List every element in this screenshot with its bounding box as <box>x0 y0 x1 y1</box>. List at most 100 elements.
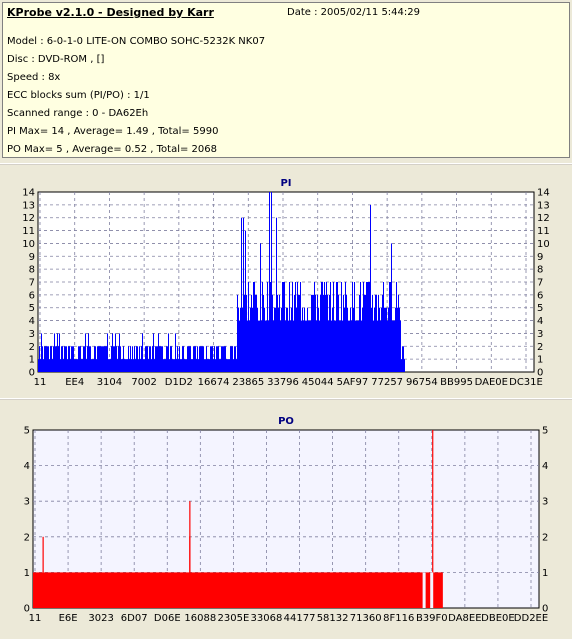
pi-bar <box>113 346 114 372</box>
y-tick-label-left: 10 <box>22 239 35 250</box>
pi-bar <box>343 294 344 372</box>
pi-bar <box>279 294 280 372</box>
pi-bar <box>275 307 276 372</box>
pi-bar <box>356 320 357 372</box>
pi-bar <box>377 320 378 372</box>
pi-bar <box>173 359 174 372</box>
pi-bar <box>373 320 374 372</box>
y-tick-label-left: 11 <box>22 226 35 237</box>
x-tick-label: 16674 <box>198 377 230 388</box>
pi-bar <box>259 320 260 372</box>
pi-bar <box>283 282 284 372</box>
pi-bar <box>83 346 84 372</box>
pi-bar <box>142 333 143 372</box>
pi-bar <box>367 282 368 372</box>
pi-bar <box>398 294 399 372</box>
pi-bar <box>149 346 150 372</box>
po-stats-line: PO Max= 5 , Average= 0.52 , Total= 2068 <box>7 144 217 155</box>
pi-bar <box>124 359 125 372</box>
pi-bar <box>141 346 142 372</box>
pi-bar <box>241 217 242 372</box>
pi-bar <box>317 294 318 372</box>
x-tick-label: 5AF97 <box>337 377 369 388</box>
x-tick-label: 44177 <box>284 613 316 624</box>
pi-bar <box>187 346 188 372</box>
pi-bar <box>203 346 204 372</box>
x-tick-label: DA8EE <box>448 613 481 624</box>
pi-bar <box>278 307 279 372</box>
y-tick-label-right: 12 <box>537 213 550 224</box>
pi-bar <box>144 359 145 372</box>
y-tick-label-right: 10 <box>537 239 550 250</box>
pi-bar <box>46 346 47 372</box>
po-chart: PO0 01 12 23 34 45 511 E6E 3023 6D07 D06E 16088 2305… <box>24 416 549 624</box>
pi-bar <box>159 346 160 372</box>
pi-bar <box>380 320 381 372</box>
pi-bar <box>358 320 359 372</box>
pi-bar <box>97 346 98 372</box>
y-tick-label-right: 3 <box>542 497 548 508</box>
pi-bar <box>362 307 363 372</box>
pi-bar <box>172 359 173 372</box>
pi-bar <box>79 346 80 372</box>
pi-bar <box>404 359 405 372</box>
pi-chart-panel: PI 0 0 1 1 2 2 3 3 4 4 5 5 6 6 7 7 8 8 9 9 10 10 11 11 12 12 13 13 14… <box>0 168 572 394</box>
pi-bar <box>399 307 400 372</box>
pi-bar <box>91 359 92 372</box>
x-tick-label: E6E <box>59 613 78 624</box>
pi-bar <box>154 359 155 372</box>
pi-bar <box>55 346 56 372</box>
scan-date: Date : 2005/02/11 5:44:29 <box>287 7 420 18</box>
divider <box>0 163 572 165</box>
pi-bar <box>268 320 269 372</box>
pi-bar <box>388 307 389 372</box>
pi-bar <box>315 294 316 372</box>
pi-bar <box>379 307 380 372</box>
pi-bar <box>326 282 327 372</box>
pi-bar <box>110 359 111 372</box>
pi-bar <box>320 294 321 372</box>
pi-bar <box>63 359 64 372</box>
pi-bar <box>105 346 106 372</box>
pi-bar <box>336 282 337 372</box>
pi-bar <box>90 346 91 372</box>
y-tick-label-left: 9 <box>29 252 35 263</box>
pi-bar <box>205 359 206 372</box>
pi-bar <box>200 346 201 372</box>
pi-bar <box>183 346 184 372</box>
y-tick-label-right: 1 <box>542 568 548 579</box>
pi-bar <box>286 307 287 372</box>
pi-bar <box>346 294 347 372</box>
pi-bar <box>306 320 307 372</box>
pi-bar <box>45 346 46 372</box>
pi-bar <box>331 320 332 372</box>
y-tick-label-left: 3 <box>24 497 30 508</box>
speed-line: Speed : 8x <box>7 72 61 83</box>
pi-bar <box>125 359 126 372</box>
pi-bar <box>262 282 263 372</box>
pi-bar <box>143 359 144 372</box>
pi-bar <box>160 346 161 372</box>
pi-bar <box>95 346 96 372</box>
x-tick-label: 58132 <box>317 613 349 624</box>
pi-bar <box>99 346 100 372</box>
y-tick-label-left: 1 <box>24 568 30 579</box>
y-tick-label-right: 5 <box>542 426 548 437</box>
pi-bar <box>239 320 240 372</box>
pi-bar <box>73 346 74 372</box>
pi-bar <box>193 346 194 372</box>
x-tick-label: B39F0 <box>416 613 448 624</box>
pi-bar <box>277 294 278 372</box>
pi-bar <box>234 346 235 372</box>
pi-bar <box>104 346 105 372</box>
pi-bar <box>70 359 71 372</box>
pi-bar <box>92 359 93 372</box>
pi-bar <box>109 359 110 372</box>
pi-bar <box>107 333 108 372</box>
range-line: Scanned range : 0 - DA62Eh <box>7 108 149 119</box>
y-tick-label-left: 0 <box>29 368 35 379</box>
pi-bar <box>349 320 350 372</box>
pi-bar <box>256 294 257 372</box>
pi-bar <box>313 294 314 372</box>
pi-bar <box>177 346 178 372</box>
